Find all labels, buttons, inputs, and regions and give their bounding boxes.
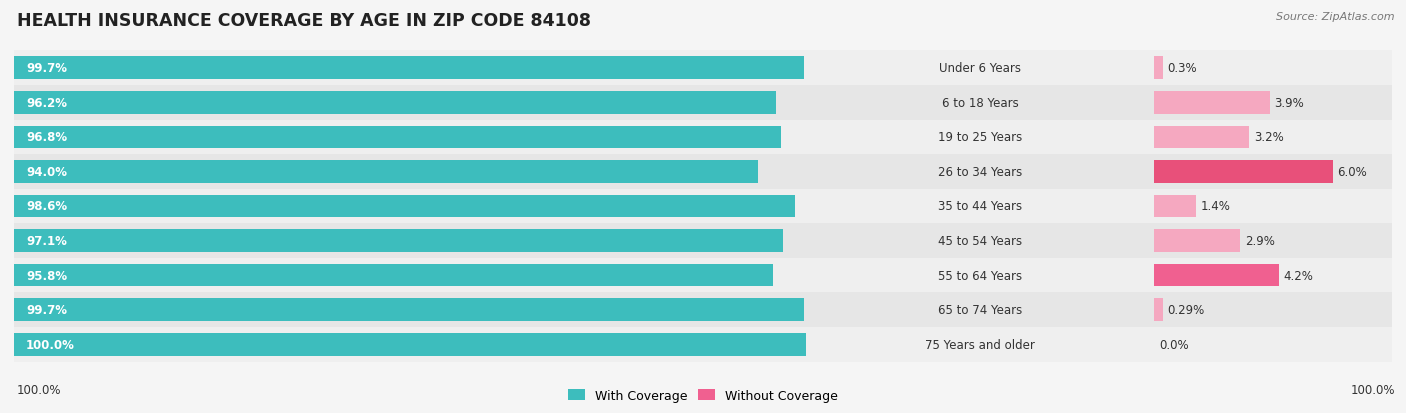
Bar (1154, 195, 1197, 218)
Bar (1154, 126, 1250, 149)
Bar (14, 86, 806, 120)
Text: 75 Years and older: 75 Years and older (925, 338, 1035, 351)
Bar (806, 120, 1154, 155)
Bar (806, 293, 1154, 327)
Bar (14, 293, 806, 327)
Text: 4.2%: 4.2% (1284, 269, 1313, 282)
Bar (14, 258, 806, 293)
Text: 0.0%: 0.0% (1159, 338, 1188, 351)
Text: 2.9%: 2.9% (1244, 235, 1275, 247)
Text: 6 to 18 Years: 6 to 18 Years (942, 97, 1018, 109)
Bar (806, 86, 1154, 120)
Bar (14, 224, 806, 258)
Bar (14, 264, 773, 287)
Legend: With Coverage, Without Coverage: With Coverage, Without Coverage (562, 384, 844, 407)
Bar (14, 57, 804, 80)
Bar (1154, 155, 1392, 189)
Text: 96.8%: 96.8% (25, 131, 67, 144)
Bar (1154, 224, 1392, 258)
Text: 100.0%: 100.0% (25, 338, 75, 351)
Bar (1154, 299, 1163, 321)
Bar (1154, 86, 1392, 120)
Bar (1154, 161, 1333, 183)
Bar (1154, 92, 1270, 114)
Bar (806, 224, 1154, 258)
Text: Source: ZipAtlas.com: Source: ZipAtlas.com (1277, 12, 1395, 22)
Text: 100.0%: 100.0% (1350, 384, 1395, 396)
Bar (14, 327, 806, 362)
Bar (14, 155, 806, 189)
Text: 0.29%: 0.29% (1167, 304, 1205, 316)
Bar (806, 327, 1154, 362)
Bar (806, 51, 1154, 86)
Bar (14, 126, 780, 149)
Bar (14, 51, 806, 86)
Text: 65 to 74 Years: 65 to 74 Years (938, 304, 1022, 316)
Text: 6.0%: 6.0% (1337, 166, 1367, 178)
Text: 0.3%: 0.3% (1168, 62, 1198, 75)
Bar (806, 258, 1154, 293)
Text: 97.1%: 97.1% (25, 235, 67, 247)
Bar (1154, 264, 1279, 287)
Bar (14, 299, 804, 321)
Bar (14, 195, 794, 218)
Text: 98.6%: 98.6% (25, 200, 67, 213)
Bar (14, 161, 758, 183)
Text: 94.0%: 94.0% (25, 166, 67, 178)
Text: 55 to 64 Years: 55 to 64 Years (938, 269, 1022, 282)
Text: 3.2%: 3.2% (1254, 131, 1284, 144)
Text: 35 to 44 Years: 35 to 44 Years (938, 200, 1022, 213)
Bar (1154, 293, 1392, 327)
Bar (1154, 258, 1392, 293)
Bar (806, 155, 1154, 189)
Text: HEALTH INSURANCE COVERAGE BY AGE IN ZIP CODE 84108: HEALTH INSURANCE COVERAGE BY AGE IN ZIP … (17, 12, 591, 30)
Bar (14, 92, 776, 114)
Text: 96.2%: 96.2% (25, 97, 67, 109)
Text: 3.9%: 3.9% (1275, 97, 1305, 109)
Text: 95.8%: 95.8% (25, 269, 67, 282)
Bar (1154, 120, 1392, 155)
Text: Under 6 Years: Under 6 Years (939, 62, 1021, 75)
Bar (1154, 189, 1392, 224)
Bar (1154, 57, 1163, 80)
Bar (1154, 327, 1392, 362)
Text: 100.0%: 100.0% (17, 384, 62, 396)
Text: 19 to 25 Years: 19 to 25 Years (938, 131, 1022, 144)
Text: 99.7%: 99.7% (25, 304, 67, 316)
Bar (14, 230, 783, 252)
Bar (806, 189, 1154, 224)
Bar (1154, 51, 1392, 86)
Bar (14, 189, 806, 224)
Bar (14, 120, 806, 155)
Text: 99.7%: 99.7% (25, 62, 67, 75)
Bar (14, 333, 806, 356)
Text: 26 to 34 Years: 26 to 34 Years (938, 166, 1022, 178)
Text: 45 to 54 Years: 45 to 54 Years (938, 235, 1022, 247)
Text: 1.4%: 1.4% (1201, 200, 1230, 213)
Bar (1154, 230, 1240, 252)
